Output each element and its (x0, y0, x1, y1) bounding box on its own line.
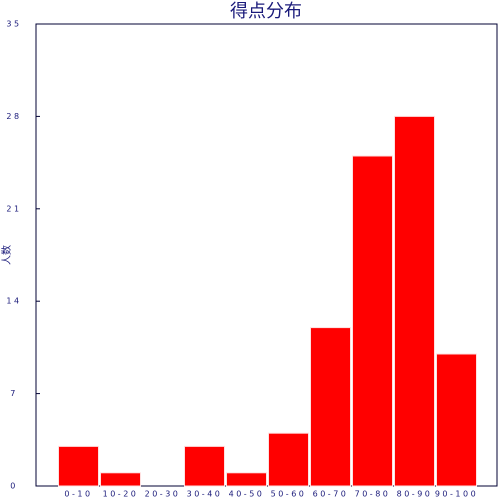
bar (436, 353, 477, 487)
bar (310, 327, 351, 487)
chart-title: 得点分布 (230, 1, 302, 22)
x-tick-label: 40-50 (229, 490, 265, 499)
x-tick-label: 0-10 (64, 490, 92, 499)
bar (58, 445, 99, 487)
x-tick-label: 30-40 (187, 490, 223, 499)
y-tick-label: 21 (6, 204, 21, 213)
bar (184, 445, 225, 487)
bar (226, 472, 267, 487)
y-tick-label: 7 (10, 389, 18, 398)
bar (100, 472, 141, 487)
y-axis-label: 人数 (0, 245, 13, 265)
bar (268, 432, 309, 487)
y-tick-label: 28 (6, 112, 21, 121)
y-tick-label: 0 (10, 482, 18, 491)
x-tick-label: 50-60 (271, 490, 307, 499)
x-tick-label: 90-100 (435, 490, 478, 499)
x-tick-label: 20-30 (145, 490, 181, 499)
x-tick-label: 60-70 (313, 490, 349, 499)
y-tick-label: 35 (6, 20, 21, 29)
bar (394, 115, 435, 487)
x-tick-label: 10-20 (103, 490, 139, 499)
x-tick-label: 70-80 (355, 490, 391, 499)
bar (352, 155, 393, 487)
x-tick-label: 80-90 (397, 490, 433, 499)
y-tick-label: 14 (6, 297, 21, 306)
